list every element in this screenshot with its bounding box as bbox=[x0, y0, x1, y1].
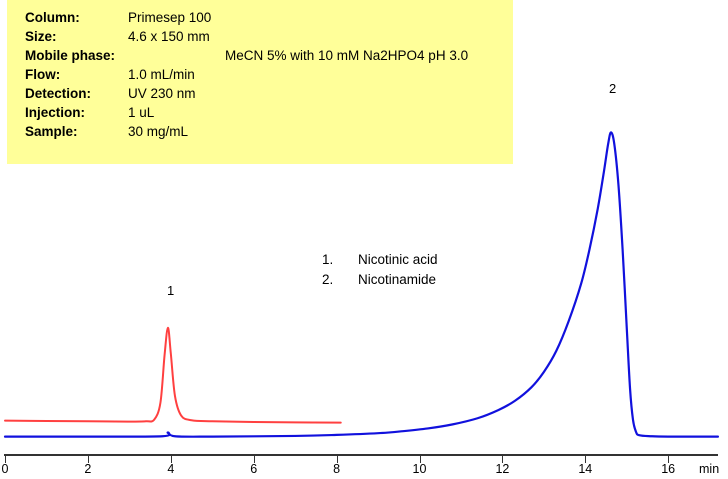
info-label-flow: Flow: bbox=[25, 67, 61, 82]
info-value-column: Primesep 100 bbox=[128, 10, 212, 25]
x-axis: 0 2 4 6 8 10 12 14 16 min bbox=[0, 448, 728, 479]
legend-number-2: 2. bbox=[322, 272, 334, 287]
info-label-mobile-phase: Mobile phase: bbox=[25, 48, 116, 63]
x-axis-unit-label: min bbox=[699, 462, 720, 476]
x-axis-tick-0 bbox=[5, 456, 6, 463]
info-label-injection: Injection: bbox=[25, 105, 85, 120]
peak-legend: 1. Nicotinic acid 2. Nicotinamide bbox=[322, 250, 438, 290]
x-axis-tick-label-0: 0 bbox=[1, 462, 9, 476]
info-label-sample: Sample: bbox=[25, 124, 78, 139]
info-value-mobile-phase: MeCN 5% with 10 mM Na2HPO4 pH 3.0 bbox=[225, 48, 469, 63]
x-axis-tick-12 bbox=[502, 456, 504, 463]
x-axis-tick-2 bbox=[87, 456, 89, 463]
x-axis-tick-label-2: 2 bbox=[84, 462, 92, 476]
legend-item-2: 2. Nicotinamide bbox=[322, 270, 438, 290]
info-value-size: 4.6 x 150 mm bbox=[128, 29, 210, 44]
info-value-detection: UV 230 nm bbox=[128, 86, 196, 101]
x-axis-tick-4 bbox=[170, 456, 172, 463]
info-row-sample: Sample: 30 mg/mL bbox=[25, 122, 513, 141]
legend-name-1: Nicotinic acid bbox=[358, 252, 438, 267]
x-axis-tick-label-10: 10 bbox=[412, 462, 427, 476]
info-row-column: Column: Primesep 100 bbox=[25, 8, 513, 27]
legend-name-2: Nicotinamide bbox=[358, 272, 437, 287]
info-row-flow: Flow: 1.0 mL/min bbox=[25, 65, 513, 84]
x-axis-tick-label-16: 16 bbox=[661, 462, 676, 476]
x-axis-tick-label-4: 4 bbox=[167, 462, 175, 476]
x-axis-line bbox=[4, 454, 718, 456]
info-value-sample: 30 mg/mL bbox=[128, 124, 189, 139]
x-axis-tick-label-12: 12 bbox=[495, 462, 510, 476]
x-axis-tick-16 bbox=[668, 456, 670, 463]
x-axis-tick-label-8: 8 bbox=[333, 462, 341, 476]
x-axis-tick-14 bbox=[585, 456, 587, 463]
legend-number-1: 1. bbox=[322, 252, 334, 267]
x-axis-tick-10 bbox=[419, 456, 421, 463]
info-label-detection: Detection: bbox=[25, 86, 92, 101]
info-label-size: Size: bbox=[25, 29, 57, 44]
info-value-injection: 1 uL bbox=[128, 105, 155, 120]
info-value-flow: 1.0 mL/min bbox=[128, 67, 195, 82]
peak-label-2: 2 bbox=[609, 81, 617, 96]
trace-nicotinic-acid bbox=[4, 326, 342, 424]
info-row-injection: Injection: 1 uL bbox=[25, 103, 513, 122]
x-axis-tick-6 bbox=[253, 456, 255, 463]
method-info-box: Column: Primesep 100 Size: 4.6 x 150 mm Mo… bbox=[7, 0, 513, 164]
info-row-detection: Detection: UV 230 nm bbox=[25, 84, 513, 103]
x-axis-tick-8 bbox=[336, 456, 338, 463]
info-row-mobile-phase: Mobile phase: MeCN 5% with 10 mM Na2HPO4 … bbox=[25, 46, 513, 65]
info-label-column: Column: bbox=[25, 10, 80, 25]
x-axis-tick-label-14: 14 bbox=[578, 462, 593, 476]
x-axis-tick-label-6: 6 bbox=[250, 462, 258, 476]
info-row-size: Size: 4.6 x 150 mm bbox=[25, 27, 513, 46]
peak-label-1: 1 bbox=[167, 283, 175, 298]
legend-item-1: 1. Nicotinic acid bbox=[322, 250, 438, 270]
